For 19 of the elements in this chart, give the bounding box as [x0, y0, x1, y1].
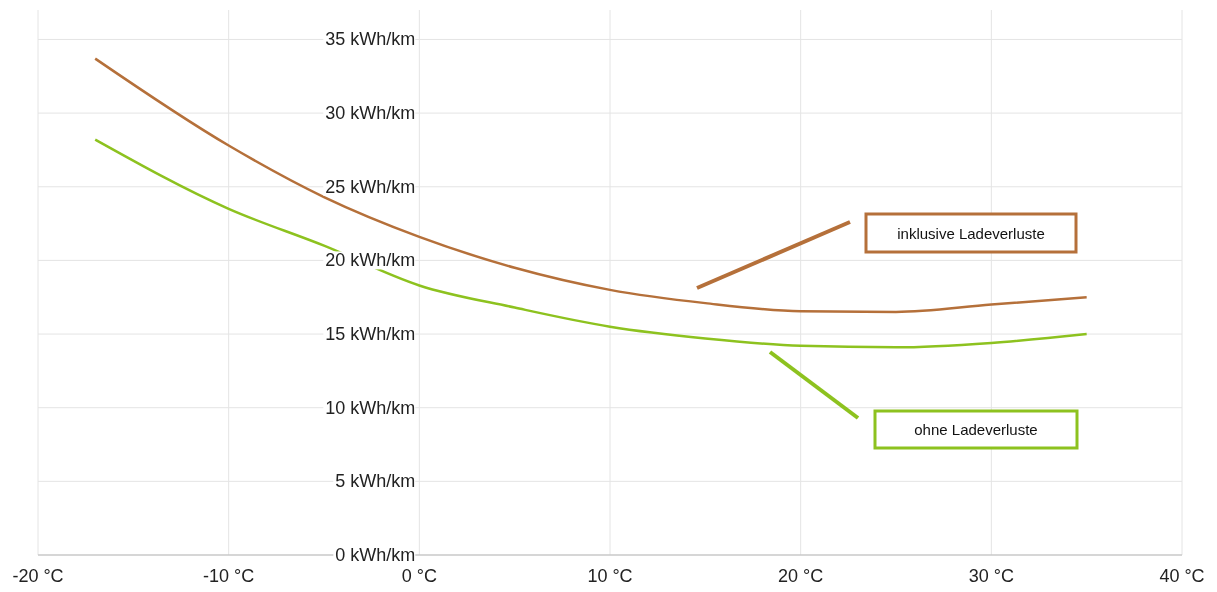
- x-tick-label: -20 °C: [12, 565, 64, 586]
- text: ohne Ladeverluste: [875, 411, 1077, 448]
- y-tick-label: 20 kWh/km: [325, 250, 416, 271]
- y-tick-label: 10 kWh/km: [325, 397, 416, 418]
- text: inklusive Ladeverluste: [866, 214, 1076, 252]
- y-tick-label: 0 kWh/km: [335, 545, 416, 565]
- x-tick-label: 30 °C: [968, 565, 1014, 586]
- x-tick-label: 20 °C: [778, 565, 824, 586]
- y-tick-label: 35 kWh/km: [325, 29, 416, 50]
- x-tick-label: 10 °C: [587, 565, 633, 586]
- y-tick-label: 30 kWh/km: [325, 103, 416, 124]
- line-series: [93, 57, 1088, 314]
- line-series: [93, 138, 1088, 349]
- x-tick-label: 40 °C: [1159, 565, 1205, 586]
- y-tick-label: 5 kWh/km: [335, 471, 416, 492]
- x-tick-label: 0 °C: [401, 565, 437, 586]
- y-tick-label: 15 kWh/km: [325, 324, 416, 345]
- y-tick-label: 25 kWh/km: [325, 176, 416, 197]
- x-tick-label: -10 °C: [203, 565, 255, 586]
